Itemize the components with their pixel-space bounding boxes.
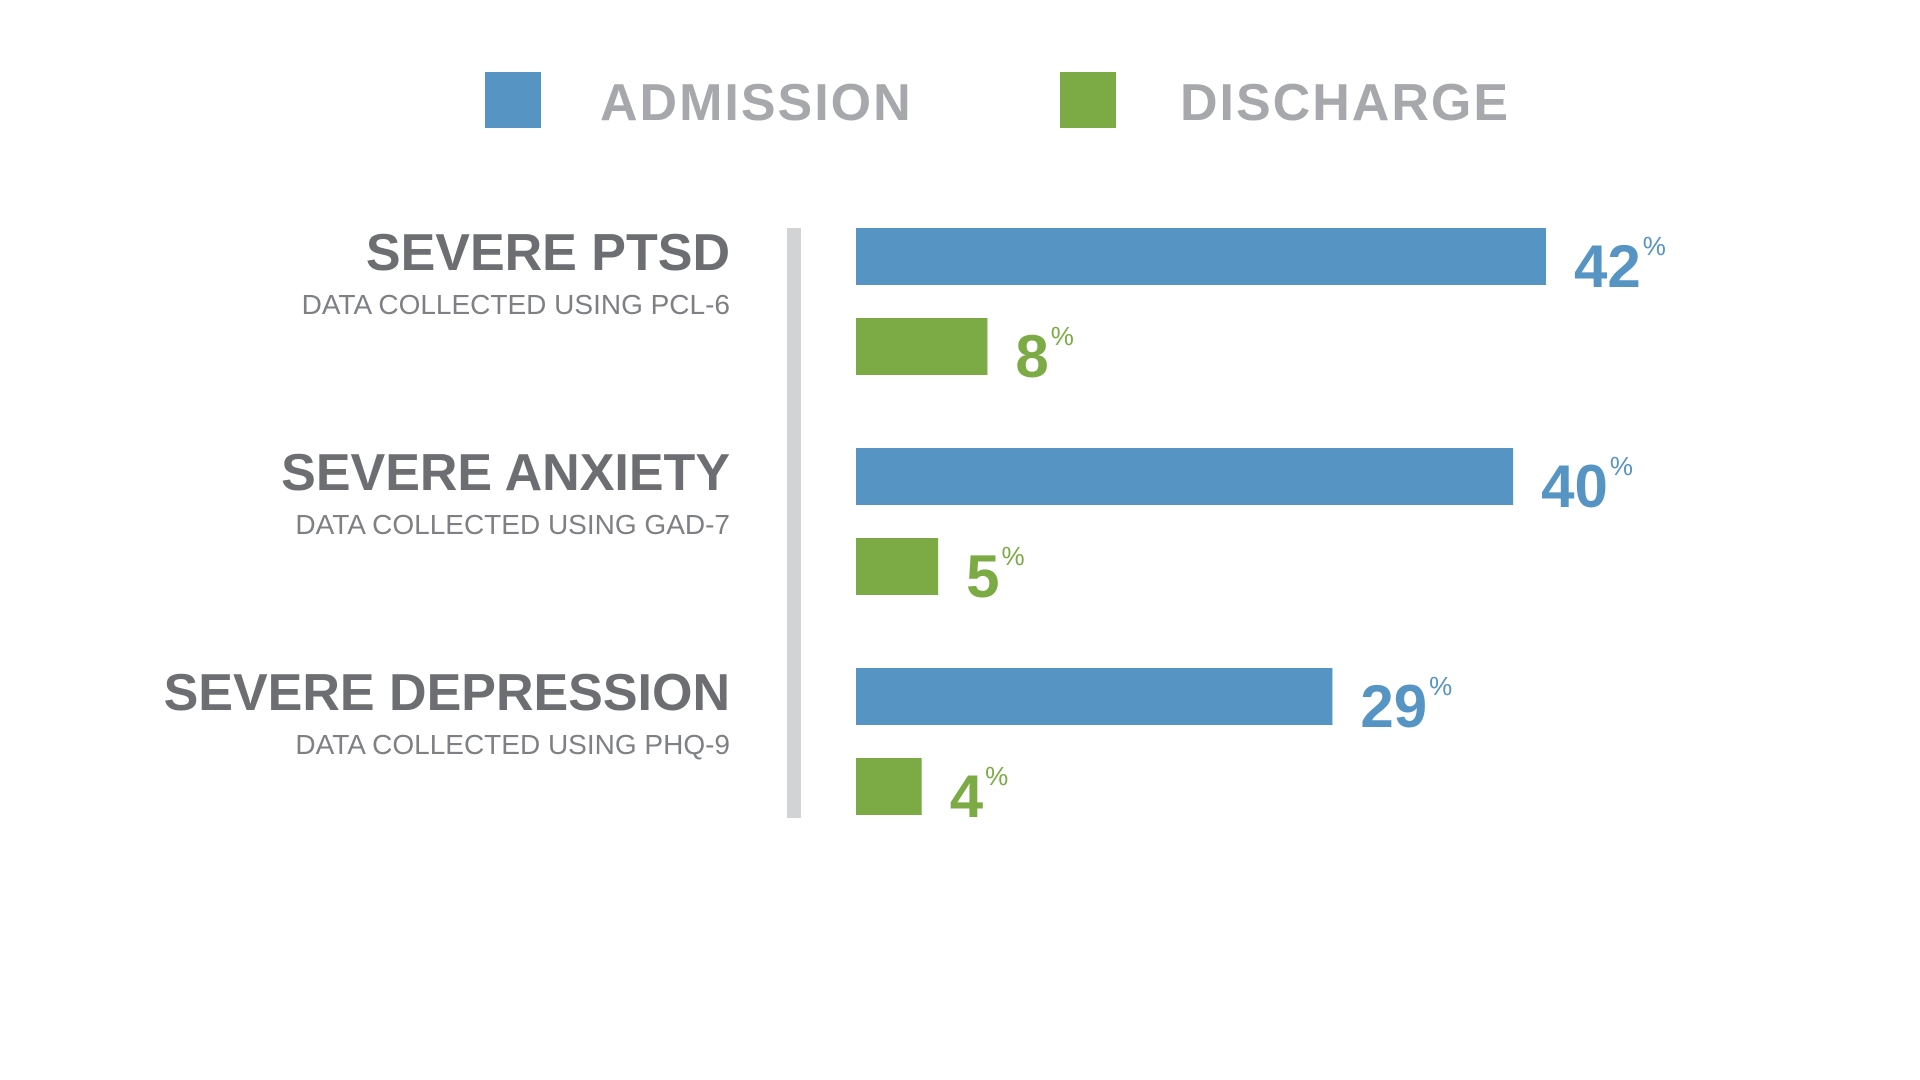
legend: ADMISSION DISCHARGE [485,72,1510,132]
value-label-severe-depression-discharge: 4% [950,761,1009,830]
bar-severe-ptsd-discharge [856,318,988,375]
bar-severe-anxiety-admission [856,448,1514,505]
category-title-severe-depression: SEVERE DEPRESSION [164,664,730,722]
legend-label-admission: ADMISSION [600,74,913,132]
bar-severe-depression-discharge [856,758,922,815]
legend-swatch-discharge [1060,72,1116,128]
value-label-severe-ptsd-admission: 42% [1574,231,1666,300]
category-subtitle-severe-depression: DATA COLLECTED USING PHQ-9 [295,729,730,760]
category-title-severe-ptsd: SEVERE PTSD [366,224,730,282]
value-label-severe-anxiety-discharge: 5% [966,541,1024,610]
bar-severe-depression-admission [856,668,1333,725]
value-label-severe-depression-admission: 29% [1360,671,1452,740]
value-label-severe-ptsd-discharge: 8% [1015,321,1074,390]
bars [856,228,1546,815]
legend-label-discharge: DISCHARGE [1180,74,1510,132]
value-label-severe-anxiety-admission: 40% [1541,451,1633,520]
axis-divider [787,228,801,818]
value-labels: 42% 8% 40% 5% 29% 4% [950,231,1666,830]
category-subtitle-severe-anxiety: DATA COLLECTED USING GAD-7 [295,509,730,540]
bar-severe-anxiety-discharge [856,538,939,595]
bar-severe-ptsd-admission [856,228,1546,285]
category-labels: SEVERE PTSD DATA COLLECTED USING PCL-6 SEV… [164,224,730,760]
category-title-severe-anxiety: SEVERE ANXIETY [281,444,730,502]
legend-swatch-admission [485,72,541,128]
category-subtitle-severe-ptsd: DATA COLLECTED USING PCL-6 [302,289,730,320]
